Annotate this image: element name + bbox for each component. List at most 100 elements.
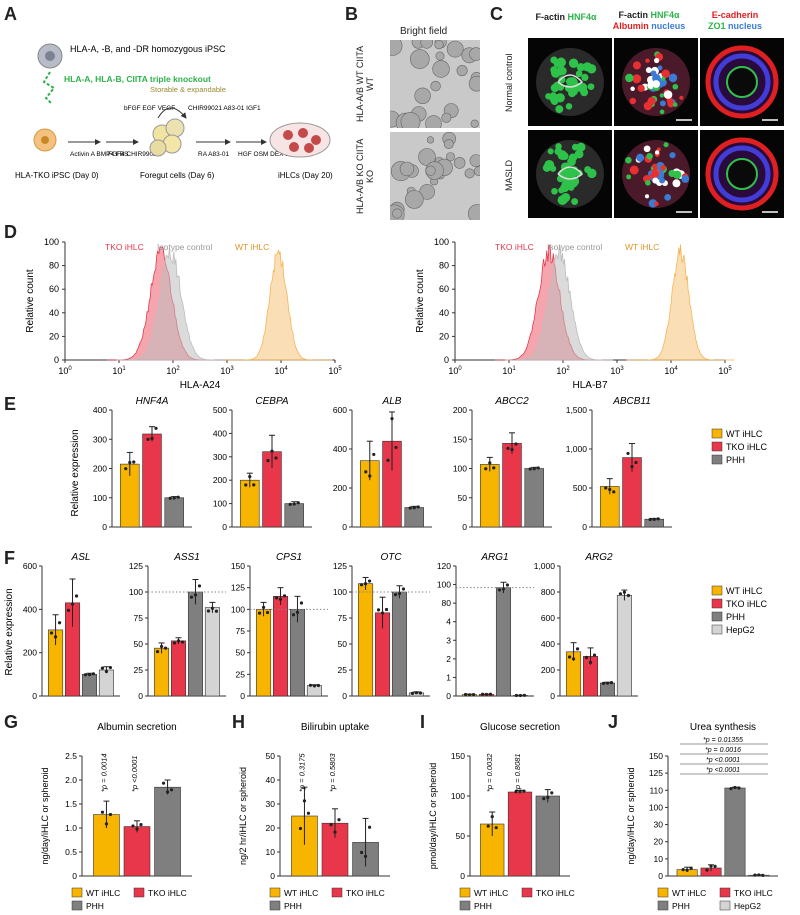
c-row2-label: MASLD <box>504 159 514 191</box>
y-tick-label: 0 <box>54 355 59 365</box>
stain-label: HNF4α <box>647 10 680 20</box>
data-point <box>257 611 262 615</box>
data-point <box>128 460 132 465</box>
data-point <box>91 672 96 676</box>
histogram-plot: 0 20 40 60 80 100 100 101 102 103 104 105 HLA-A24 Rel… <box>25 237 342 390</box>
stain-label: F-actin <box>618 10 648 20</box>
cell-spheroid <box>464 168 475 179</box>
data-point <box>484 692 489 696</box>
legend-swatch <box>719 887 731 898</box>
legend-label: PHH <box>474 901 492 911</box>
x-axis-label: HLA-B7 <box>572 380 607 390</box>
data-point <box>163 646 168 650</box>
y-tick-label: 40 <box>49 308 59 318</box>
data-point <box>104 822 109 826</box>
y-tick-label: 0 <box>32 691 37 701</box>
legend-swatch <box>657 887 669 898</box>
data-point <box>329 823 333 827</box>
data-point <box>608 487 612 492</box>
data-point <box>363 582 368 586</box>
data-point <box>488 461 492 465</box>
y-tick-label: 150 <box>453 434 467 444</box>
data-point <box>261 605 266 609</box>
y-axis-label: pmol/day/iHLC or spheroid <box>428 763 438 870</box>
x-tick-label: 100 <box>448 366 462 376</box>
legend-swatch <box>459 900 471 911</box>
data-point <box>467 693 472 697</box>
data-point <box>364 470 368 474</box>
tko-ipsc-label: HLA-TKO iPSC (Day 0) <box>15 171 99 180</box>
panel-label-c: C <box>490 4 503 24</box>
data-point <box>337 818 341 822</box>
x-tick-label: 101 <box>112 366 126 376</box>
legend-label: WT iHLC <box>672 888 706 898</box>
data-point <box>490 815 494 819</box>
foregut-label: Foregut cells (Day 6) <box>140 171 215 180</box>
panel-label-b: B <box>345 4 358 24</box>
y-tick-label: 500 <box>573 483 587 493</box>
cell-spheroid <box>430 80 441 92</box>
bar <box>480 464 500 528</box>
legend-isotype: Isotype control <box>547 242 602 252</box>
data-point <box>394 445 398 450</box>
legend-swatch <box>711 611 723 622</box>
bright-field-row2-label: HLA-A/B KO CIITA KO <box>355 138 375 214</box>
data-point <box>685 868 689 872</box>
bar <box>123 826 151 877</box>
bright-field-ko-image <box>390 132 480 220</box>
p-value: *p <0.0001 <box>706 767 740 774</box>
data-point <box>312 684 317 688</box>
legend-label: TKO iHLC <box>536 888 575 898</box>
y-tick-label: 25 <box>338 665 348 675</box>
data-point <box>159 644 164 649</box>
data-point <box>124 467 128 471</box>
legend-label: WT iHLC <box>726 586 763 596</box>
data-point <box>169 788 174 792</box>
cell-spheroid <box>425 165 436 176</box>
y-tick-label: 100 <box>333 587 347 597</box>
cell-spheroid <box>435 51 445 61</box>
y-tick-label: 80 <box>442 598 452 608</box>
bar <box>495 587 511 697</box>
y-tick-label: 0 <box>446 691 451 701</box>
data-point <box>180 640 185 644</box>
panel-label-e: E <box>4 394 17 414</box>
y-tick-label: 600 <box>541 613 555 623</box>
chart-title: ABCC2 <box>494 396 529 407</box>
data-point <box>376 608 381 612</box>
cell-spheroid <box>390 40 403 56</box>
data-point <box>681 868 685 872</box>
y-tick-label: 4 <box>446 617 451 627</box>
y-tick-label: 100 <box>649 802 663 812</box>
expression-chart: 0 200 400 600 800 1,000 ARG2 <box>534 552 638 701</box>
step4-factors: HGF OSM DEX DAPT <box>238 151 303 158</box>
data-point <box>302 799 307 803</box>
y-tick-label: 150 <box>231 561 245 571</box>
data-point <box>588 660 593 665</box>
stain-label: E-cadherin <box>711 10 759 20</box>
bar <box>171 640 187 697</box>
p-value: *p <0.0001 <box>130 756 139 793</box>
data-point <box>359 850 364 855</box>
cell-spheroid <box>400 112 421 128</box>
legend-swatch <box>133 887 145 898</box>
data-point <box>514 693 519 698</box>
data-point <box>367 825 372 829</box>
legend-swatch <box>711 624 723 635</box>
y-tick-label: 1,000 <box>534 561 556 571</box>
data-point <box>244 483 248 487</box>
legend-label: TKO iHLC <box>148 888 187 898</box>
data-point <box>189 595 194 599</box>
function-assay-chart: Albumin secretion 0 0.5 1.0 1.5 2.0 2.5 ng/day/… <box>40 722 192 911</box>
bright-field-title: Bright field <box>400 26 448 37</box>
data-point <box>412 506 416 510</box>
legend-label: WT iHLC <box>726 429 763 439</box>
expand-factors-right: CHIR99021 A83-01 IGF1 <box>188 105 261 112</box>
data-point <box>367 579 372 583</box>
y-tick-label: 50 <box>266 751 276 761</box>
data-point <box>488 692 493 696</box>
step1-factors: Activin A BMP4 FBS <box>70 151 129 158</box>
y-tick-label: 30 <box>654 820 664 830</box>
y-tick-label: 100 <box>129 587 143 597</box>
storable-text: Storable & expandable <box>150 85 226 94</box>
